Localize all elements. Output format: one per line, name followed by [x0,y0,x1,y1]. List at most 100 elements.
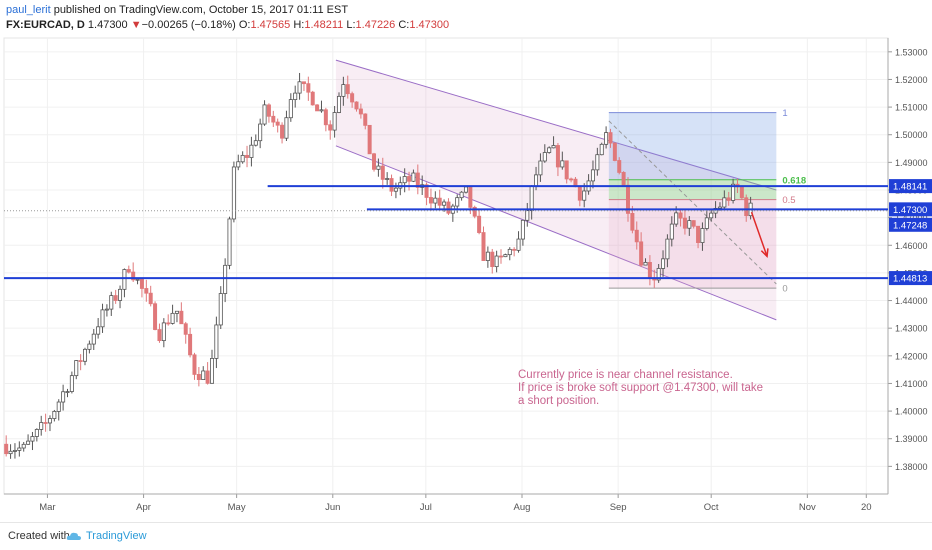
fib-zone-golden [608,179,777,200]
candle-body [91,333,96,345]
footer-bar: Created with TradingView [0,522,932,550]
candle-body [385,178,390,180]
candle-body [52,411,57,419]
candle-body [65,391,70,393]
candle-body [393,187,398,192]
y-tick-label: 1.39000 [895,434,928,444]
y-tick-label: 1.46000 [895,241,928,251]
candle-body [258,123,263,142]
candle-body [227,218,232,266]
x-tick-label: May [228,502,246,513]
tradingview-brand-link[interactable]: TradingView [86,530,147,542]
candle-body [209,358,214,384]
candle-body [236,161,241,168]
candle-body [674,212,679,225]
y-tick-label: 1.38000 [895,462,928,472]
candle-body [157,329,162,342]
candle-body [407,176,412,182]
candle-body [245,154,250,158]
price-tag-resistance [889,179,932,194]
candle-body [69,375,74,392]
candle-body [30,436,35,442]
candle-body [56,401,61,412]
candle-body [490,251,495,268]
close-value: 1.47300 [409,19,450,31]
candle-body [153,303,158,330]
candle-body [678,212,683,219]
candle-body [332,112,337,131]
candle-body [192,354,197,375]
y-tick-label: 1.51000 [895,103,928,113]
candle-body [468,186,473,208]
candle-body [402,176,407,184]
candle-body [604,132,609,145]
low-value: 1.47226 [355,19,396,31]
price-tag-label: 1.48141 [893,182,927,193]
candle-body [525,210,530,221]
tradingview-cloud-icon [66,532,81,540]
candle-body [661,258,666,269]
candle-body [39,422,44,430]
candle-body [166,322,171,325]
high-label: H: [293,19,305,31]
candle-body [437,197,442,206]
candle-body [12,450,17,452]
candle-body [704,217,709,229]
candle-body [380,165,385,180]
author-link[interactable]: paul_lerit [6,4,51,16]
candle-body [503,254,508,258]
candle-body [415,172,420,188]
candle-body [118,288,123,301]
candle-body [433,197,438,204]
candle-body [463,186,468,193]
candle-body [122,269,127,290]
y-tick-label: 1.52000 [895,75,928,85]
candle-body [634,229,639,243]
candle-body [350,93,355,103]
candle-body [564,160,569,180]
candle-body [341,84,346,97]
candle-body [297,81,302,94]
candle-body [538,160,543,176]
trade-annotation: Currently price is near channel resistan… [518,369,763,407]
candle-body [687,220,692,229]
price-tag-label: 1.44813 [893,274,927,285]
y-tick-label: 1.44000 [895,296,928,306]
fib-zone-upper [608,112,777,180]
candle-body [656,268,661,281]
candle-body [529,185,534,212]
candle-body [499,255,504,258]
candle-body [126,269,131,273]
candle-body [170,312,175,324]
candle-body [372,153,377,170]
candle-body [647,262,652,279]
published-text: published on TradingView.com, October 15… [50,4,349,16]
candle-body [336,95,341,113]
candle-body [201,370,206,380]
symbol-label: FX:EURCAD, D [6,19,85,31]
candle-body [691,220,696,227]
y-tick-label: 1.41000 [895,379,928,389]
projection-arrow-head [760,248,769,258]
candle-body [621,172,626,186]
candle-body [612,142,617,161]
candle-body [494,255,499,268]
candle-body [131,271,136,281]
y-tick-label: 1.50000 [895,130,928,140]
created-with-text: Created with [8,530,70,542]
low-label: L: [346,19,356,31]
candle-body [271,115,276,123]
y-tick-label: 1.43000 [895,324,928,334]
x-tick-label: Nov [799,502,816,513]
candlestick-chart[interactable]: 1.530001.520001.510001.500001.490001.480… [0,0,932,522]
candle-body [643,262,648,266]
candle-body [485,251,490,261]
candle-body [315,104,320,112]
candle-body [26,440,31,445]
candle-body [665,238,670,260]
candle-body [280,124,285,139]
candle-body [196,374,201,380]
candle-body [577,186,582,201]
candle-body [520,219,525,240]
price-tag-label: 1.47300 [893,205,927,216]
